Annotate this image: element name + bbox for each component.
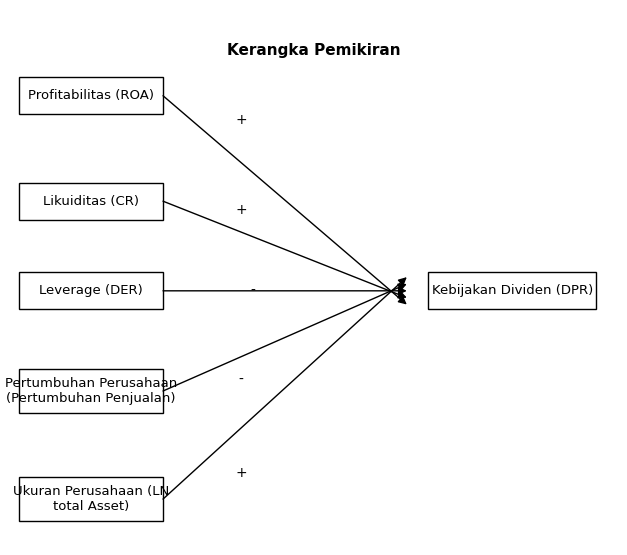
Text: Kerangka Pemikiran: Kerangka Pemikiran xyxy=(227,43,400,58)
Text: +: + xyxy=(236,204,247,218)
FancyBboxPatch shape xyxy=(19,477,163,522)
Text: Profitabilitas (ROA): Profitabilitas (ROA) xyxy=(28,89,154,102)
Text: -: - xyxy=(239,373,244,387)
Text: +: + xyxy=(236,113,247,127)
FancyBboxPatch shape xyxy=(19,369,163,413)
Text: Pertumbuhan Perusahaan
(Pertumbuhan Penjualan): Pertumbuhan Perusahaan (Pertumbuhan Penj… xyxy=(4,377,177,405)
Text: Kebijakan Dividen (DPR): Kebijakan Dividen (DPR) xyxy=(431,284,593,297)
FancyBboxPatch shape xyxy=(19,77,163,114)
FancyBboxPatch shape xyxy=(428,273,596,309)
Text: +: + xyxy=(236,466,247,480)
FancyBboxPatch shape xyxy=(19,183,163,220)
Text: -: - xyxy=(251,284,256,298)
Text: Leverage (DER): Leverage (DER) xyxy=(39,284,143,297)
Text: Likuiditas (CR): Likuiditas (CR) xyxy=(43,195,139,208)
FancyBboxPatch shape xyxy=(19,273,163,309)
Text: Ukuran Perusahaan (LN
total Asset): Ukuran Perusahaan (LN total Asset) xyxy=(13,485,169,513)
